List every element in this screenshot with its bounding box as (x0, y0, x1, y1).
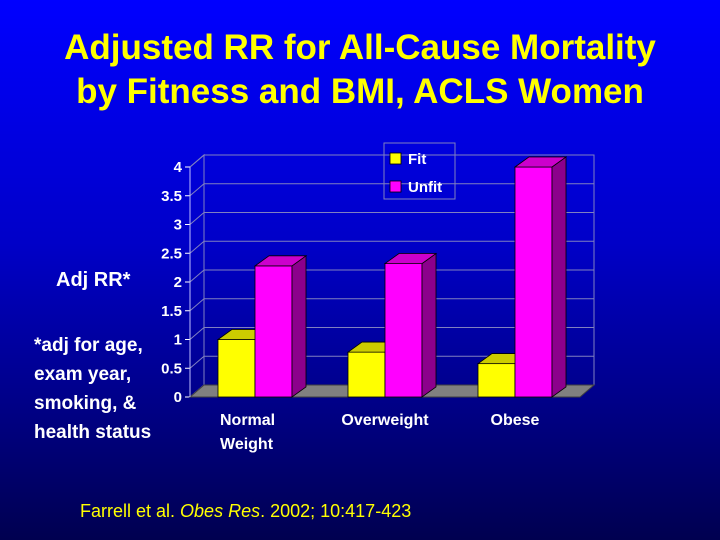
gridline (189, 298, 594, 312)
bar-top (253, 255, 308, 267)
gridline (189, 327, 594, 340)
bar-top (513, 156, 568, 168)
bar-unfit (253, 255, 308, 398)
y-tick-label: 0.5 (161, 360, 182, 377)
y-tick-label: 4 (174, 159, 183, 176)
citation-details: . 2002; 10:417-423 (260, 501, 412, 521)
gridline (189, 355, 594, 369)
bar-side (421, 252, 437, 398)
x-category-label: Overweight (341, 412, 429, 429)
bar-front (347, 351, 386, 398)
y-tick-label: 2 (174, 274, 182, 291)
citation-journal: Obes Res (180, 501, 261, 521)
y-tick-label: 2.5 (161, 245, 182, 262)
y-tick-label: 3 (174, 217, 182, 234)
slide-title: Adjusted RR for All-Cause Mortality by F… (0, 26, 720, 114)
gridline (189, 212, 594, 225)
bar-top (383, 253, 438, 265)
gridline (189, 269, 594, 283)
legend-swatch-fit (389, 152, 402, 165)
x-category-label: Weight (220, 436, 274, 453)
bar-front (217, 339, 256, 398)
y-tick-label: 0 (174, 389, 182, 406)
bar-front (514, 166, 553, 398)
bar-front (384, 263, 423, 398)
citation-authors: Farrell et al. (80, 501, 176, 521)
citation: Farrell et al. Obes Res. 2002; 10:417-42… (80, 501, 411, 522)
bar-unfit (513, 156, 568, 398)
adjustment-footnote: *adj for age, exam year, smoking, & heal… (34, 335, 152, 443)
x-category-label: Normal (220, 412, 275, 429)
bar-side (291, 255, 307, 398)
bar-side (551, 156, 567, 398)
slide-title-line-2: by Fitness and BMI, ACLS Women (76, 72, 644, 111)
bar-unfit (383, 252, 438, 398)
slide-title-line-1: Adjusted RR for All-Cause Mortality (64, 28, 656, 67)
y-tick-label: 3.5 (161, 188, 182, 205)
bar-front (477, 363, 516, 398)
y-axis-label: Adj RR* (56, 269, 131, 291)
gridline (189, 154, 594, 168)
y-tick-label: 1.5 (161, 303, 182, 320)
legend-label-unfit: Unfit (408, 179, 442, 196)
gridline (189, 183, 594, 197)
x-category-label: Obese (491, 412, 540, 429)
y-tick-label: 1 (174, 332, 182, 349)
legend-swatch-unfit (389, 180, 402, 193)
legend-label-fit: Fit (408, 151, 426, 168)
bar-front (254, 265, 293, 398)
legend-box (383, 142, 456, 200)
gridline (189, 240, 594, 254)
